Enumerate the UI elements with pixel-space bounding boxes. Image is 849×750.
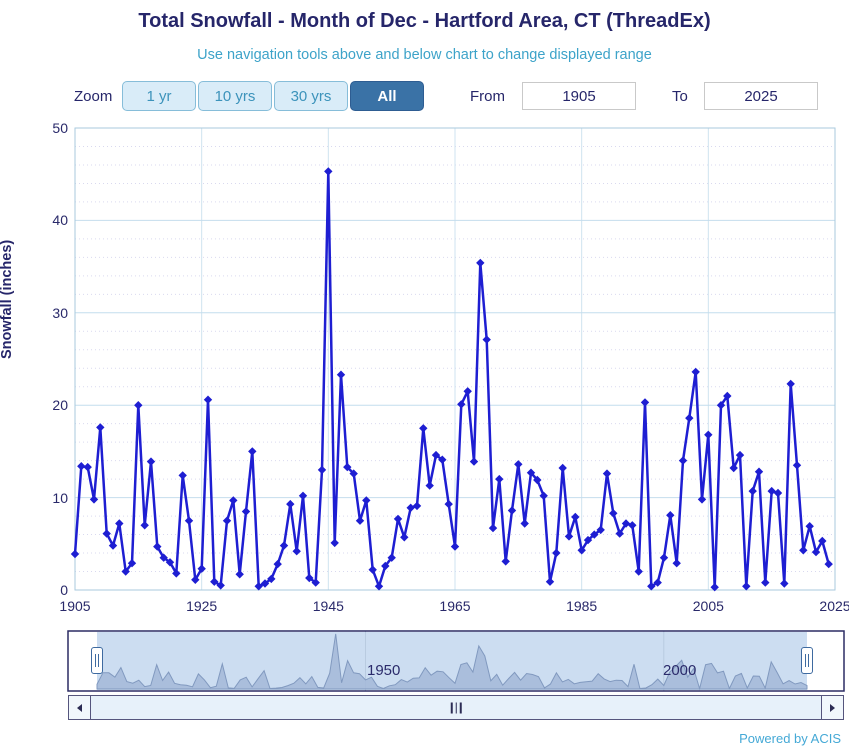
- right-arrow-icon: [830, 703, 835, 712]
- y-tick-label: 50: [52, 120, 68, 136]
- navigator-right-handle[interactable]: [801, 647, 813, 674]
- navigator-left-handle[interactable]: [91, 647, 103, 674]
- zoom-10yrs-button[interactable]: 10 yrs: [198, 81, 272, 111]
- y-tick-label: 10: [52, 489, 68, 506]
- from-label: From: [470, 88, 505, 105]
- x-tick-label: 2025: [819, 598, 849, 614]
- handle-grip-line: [808, 654, 809, 667]
- to-year-input[interactable]: [704, 82, 818, 110]
- scrollbar-grip-icon: [450, 702, 462, 713]
- y-tick-label: 40: [52, 212, 68, 229]
- navigator-scrollbar: [68, 695, 844, 720]
- left-arrow-icon: [77, 703, 82, 712]
- scrollbar-left-arrow-button[interactable]: [69, 696, 91, 719]
- x-tick-label: 2005: [692, 598, 724, 614]
- handle-grip-line: [98, 654, 99, 667]
- navigator-label-2000: 2000: [663, 662, 697, 679]
- navigator-label-1950: 1950: [367, 662, 401, 679]
- x-tick-label: 1925: [186, 598, 218, 614]
- zoom-1yr-button[interactable]: 1 yr: [122, 81, 196, 111]
- x-tick-label: 1965: [439, 598, 471, 614]
- range-toolbar: Zoom 1 yr 10 yrs 30 yrs All From To: [0, 81, 849, 113]
- handle-grip-line: [805, 654, 806, 667]
- to-label: To: [672, 88, 688, 105]
- powered-by-acis-link[interactable]: Powered by ACIS: [739, 731, 841, 746]
- x-tick-label: 1945: [312, 598, 344, 614]
- y-tick-label: 0: [60, 582, 68, 598]
- scrollbar-right-arrow-button[interactable]: [821, 696, 843, 719]
- y-tick-label: 20: [52, 397, 68, 414]
- chart-subtitle: Use navigation tools above and below cha…: [197, 47, 652, 63]
- x-tick-label: 1985: [566, 598, 598, 614]
- zoom-30yrs-button[interactable]: 30 yrs: [274, 81, 348, 111]
- from-year-input[interactable]: [522, 82, 636, 110]
- zoom-all-button[interactable]: All: [350, 81, 424, 111]
- scrollbar-thumb[interactable]: [91, 696, 821, 719]
- x-tick-label: 1905: [59, 598, 91, 614]
- page-title: Total Snowfall - Month of Dec - Hartford…: [138, 10, 711, 32]
- zoom-label: Zoom: [74, 88, 113, 105]
- handle-grip-line: [95, 654, 96, 667]
- y-tick-label: 30: [52, 304, 68, 321]
- zoom-button-group: 1 yr 10 yrs 30 yrs All: [122, 81, 426, 111]
